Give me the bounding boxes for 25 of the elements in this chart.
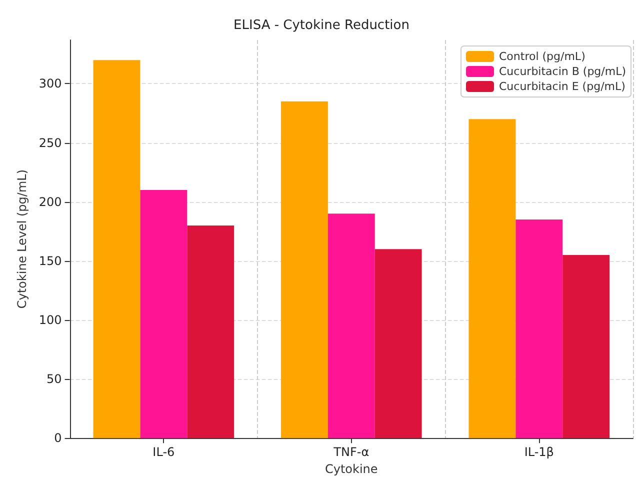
x-tick-label: IL-1β <box>524 445 554 460</box>
legend-label: Cucurbitacin B (pg/mL) <box>499 65 626 78</box>
y-tick-label: 300 <box>38 76 62 91</box>
x-tick-label: TNF-α <box>332 445 370 460</box>
y-tick-label: 50 <box>46 372 62 386</box>
y-tick-label: 100 <box>38 312 62 327</box>
bar <box>140 190 188 438</box>
legend-label: Cucurbitacin E (pg/mL) <box>499 80 626 93</box>
y-tick-label: 200 <box>38 194 62 209</box>
bar <box>562 255 610 438</box>
bar <box>187 225 234 438</box>
bar <box>93 60 140 438</box>
bar <box>281 101 328 438</box>
chart-title: ELISA - Cytokine Reduction <box>234 18 410 33</box>
y-axis-title: Cytokine Level (pg/mL) <box>15 169 29 309</box>
y-tick-label: 0 <box>54 431 62 446</box>
bar <box>328 214 375 438</box>
y-tick-label: 150 <box>38 254 62 268</box>
bar <box>516 220 563 438</box>
y-tick-label: 250 <box>38 136 62 150</box>
bar <box>468 119 516 438</box>
x-axis-title: Cytokine <box>324 462 378 476</box>
bar <box>374 249 422 438</box>
legend-label: Control (pg/mL) <box>499 50 586 63</box>
x-tick-label: IL-6 <box>152 445 175 460</box>
